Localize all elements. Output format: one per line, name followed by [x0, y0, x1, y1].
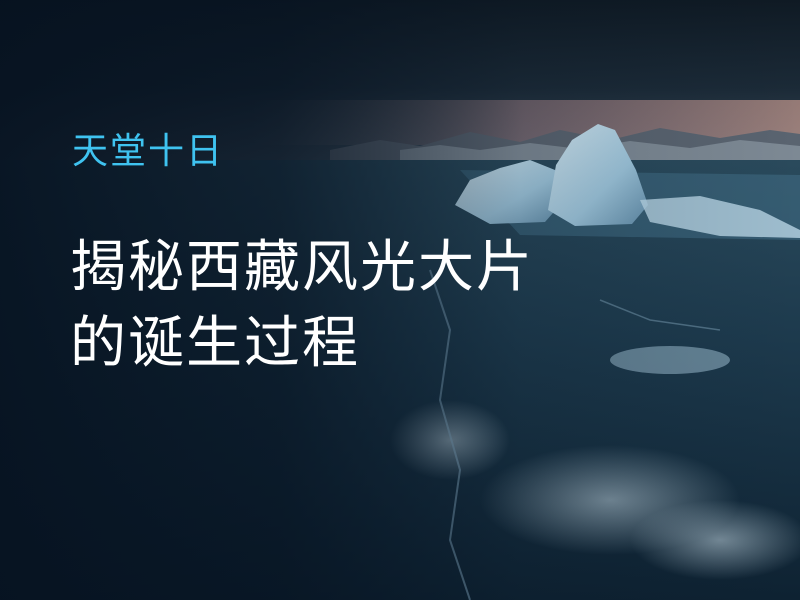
headline: 揭秘西藏风光大片 的诞生过程 [70, 230, 534, 382]
headline-line-1: 揭秘西藏风光大片 [70, 235, 534, 300]
headline-line-2: 的诞生过程 [70, 311, 360, 376]
series-title: 天堂十日 [72, 131, 225, 172]
